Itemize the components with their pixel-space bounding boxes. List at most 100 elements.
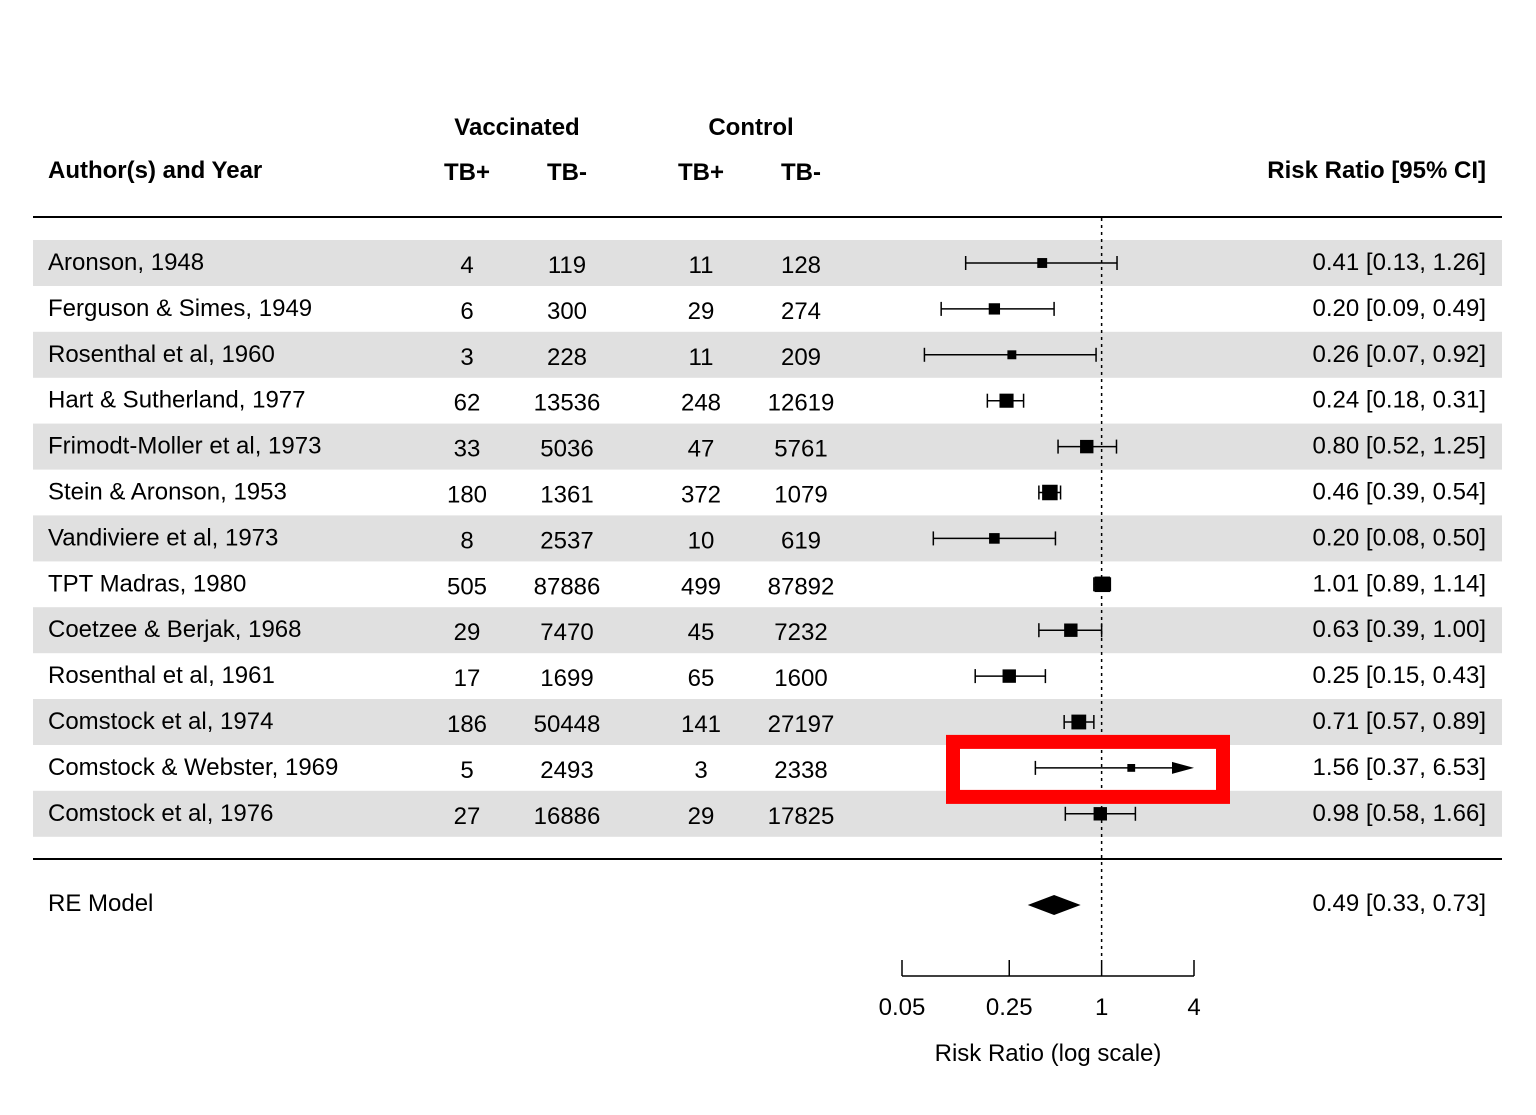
table-row: TPT Madras, 1980 505 87886 499 87892 1.01 [0.…: [48, 570, 1486, 600]
study-label: Stein & Aronson, 1953: [48, 479, 287, 506]
count-tneg: 50448: [534, 711, 601, 738]
count-cpos: 141: [681, 711, 721, 738]
count-cneg: 1079: [774, 482, 827, 509]
ci-text: 0.46 [0.39, 0.54]: [1313, 479, 1486, 506]
count-tpos: 27: [454, 803, 481, 830]
table-row: Rosenthal et al, 1960 3 228 11 209 0.26 [0.07…: [48, 341, 1486, 371]
highlight-box: [946, 734, 1230, 804]
study-label: Comstock et al, 1976: [48, 800, 273, 827]
study-label: Vandiviere et al, 1973: [48, 524, 278, 551]
table-row: Ferguson & Simes, 1949 6 300 29 274 0.20 [0.0…: [48, 295, 1486, 325]
study-label: Rosenthal et al, 1960: [48, 341, 275, 368]
point-estimate: [999, 393, 1014, 408]
study-label: Coetzee & Berjak, 1968: [48, 616, 302, 643]
count-cneg: 7232: [774, 619, 827, 646]
table-row: Rosenthal et al, 1961 17 1699 65 1600 0.25 [0…: [48, 662, 1486, 692]
count-tneg: 1361: [540, 482, 593, 509]
row-stripes: [33, 240, 1502, 837]
ci-text: 1.01 [0.89, 1.14]: [1313, 570, 1486, 597]
axis-tick-label: 1: [1095, 994, 1108, 1021]
point-estimate: [1093, 807, 1107, 821]
point-estimate: [1002, 669, 1016, 683]
study-label: TPT Madras, 1980: [48, 570, 246, 597]
row-stripe: [33, 423, 1502, 470]
ci-text: 0.20 [0.08, 0.50]: [1313, 524, 1486, 551]
count-cpos: 11: [689, 344, 714, 371]
control-group-header: Control: [708, 114, 793, 141]
point-estimate: [989, 533, 1000, 544]
ci-text: 0.98 [0.58, 1.66]: [1313, 800, 1486, 827]
count-tpos: 180: [447, 482, 487, 509]
count-cneg: 209: [781, 344, 821, 371]
vaccinated-tbpos-header: TB+: [444, 159, 490, 186]
count-tpos: 6: [460, 298, 473, 325]
ci-text: 0.24 [0.18, 0.31]: [1313, 387, 1486, 414]
count-cpos: 47: [688, 436, 715, 463]
x-axis-label: Risk Ratio (log scale): [935, 1040, 1162, 1067]
ci-text: 0.71 [0.57, 0.89]: [1313, 708, 1486, 735]
study-label: Hart & Sutherland, 1977: [48, 387, 306, 414]
count-tneg: 2493: [540, 757, 593, 784]
count-cneg: 2338: [774, 757, 827, 784]
count-cneg: 1600: [774, 665, 827, 692]
point-estimate: [1037, 258, 1048, 268]
count-cpos: 45: [688, 619, 715, 646]
point-estimate: [1127, 764, 1136, 772]
count-tpos: 17: [454, 665, 481, 692]
table-row: Coetzee & Berjak, 1968 29 7470 45 7232 0.63 […: [48, 616, 1486, 646]
x-axis: 0.05 0.25 1 4: [879, 960, 1201, 1021]
axis-tick-label: 4: [1187, 994, 1200, 1021]
count-tpos: 29: [454, 619, 481, 646]
ci-text: 1.56 [0.37, 6.53]: [1313, 754, 1486, 781]
count-cneg: 619: [781, 527, 821, 554]
count-tpos: 505: [447, 573, 487, 600]
ci-text: 0.20 [0.09, 0.49]: [1313, 295, 1486, 322]
point-estimate: [1071, 714, 1087, 730]
study-column-header: Author(s) and Year: [48, 157, 262, 184]
count-tneg: 1699: [540, 665, 593, 692]
count-cpos: 372: [681, 482, 721, 509]
count-tpos: 186: [447, 711, 487, 738]
table-row: Aronson, 1948 4 119 11 128 0.41 [0.13, 1.26]: [48, 249, 1486, 279]
table-row: Stein & Aronson, 1953 180 1361 372 1079 0.46 …: [48, 479, 1486, 509]
count-tneg: 87886: [534, 573, 601, 600]
ci-text: 0.25 [0.15, 0.43]: [1313, 662, 1486, 689]
point-estimate: [988, 303, 1001, 315]
point-estimate: [1042, 484, 1058, 501]
table-row: Comstock & Webster, 1969 5 2493 3 2338 1.56 […: [48, 734, 1486, 804]
count-cneg: 12619: [768, 390, 835, 417]
row-stripe: [33, 790, 1502, 837]
count-tneg: 7470: [540, 619, 593, 646]
row-stripe: [33, 607, 1502, 654]
table-row: Hart & Sutherland, 1977 62 13536 248 12619 0.…: [48, 387, 1486, 417]
axis-tick-label: 0.05: [879, 994, 926, 1021]
count-cneg: 87892: [768, 573, 835, 600]
point-estimate: [1080, 439, 1094, 454]
ci-text: 0.63 [0.39, 1.00]: [1313, 616, 1486, 643]
count-tpos: 3: [460, 344, 473, 371]
point-estimate: [1007, 350, 1017, 360]
ci-text: 0.41 [0.13, 1.26]: [1313, 249, 1486, 276]
study-rows: Aronson, 1948 4 119 11 128 0.41 [0.13, 1.26] F…: [48, 249, 1486, 830]
count-tneg: 300: [547, 298, 587, 325]
count-cneg: 274: [781, 298, 821, 325]
vaccinated-tbneg-header: TB-: [547, 159, 587, 186]
count-tneg: 13536: [534, 390, 601, 417]
count-cpos: 29: [688, 298, 715, 325]
count-cneg: 5761: [774, 436, 827, 463]
row-stripe: [33, 331, 1502, 378]
point-estimate: [1094, 576, 1111, 593]
table-row: Comstock et al, 1976 27 16886 29 17825 0.98 […: [48, 800, 1486, 830]
count-cpos: 29: [688, 803, 715, 830]
table-row: Frimodt-Moller et al, 1973 33 5036 47 5761 0.…: [48, 433, 1486, 463]
control-tbpos-header: TB+: [678, 159, 724, 186]
count-cneg: 17825: [768, 803, 835, 830]
summary-ci-text: 0.49 [0.33, 0.73]: [1313, 890, 1486, 917]
count-tpos: 4: [460, 252, 473, 279]
count-cpos: 499: [681, 573, 721, 600]
count-tpos: 62: [454, 390, 481, 417]
study-label: Comstock et al, 1974: [48, 708, 273, 735]
axis-tick-label: 0.25: [986, 994, 1033, 1021]
study-label: Aronson, 1948: [48, 249, 204, 276]
